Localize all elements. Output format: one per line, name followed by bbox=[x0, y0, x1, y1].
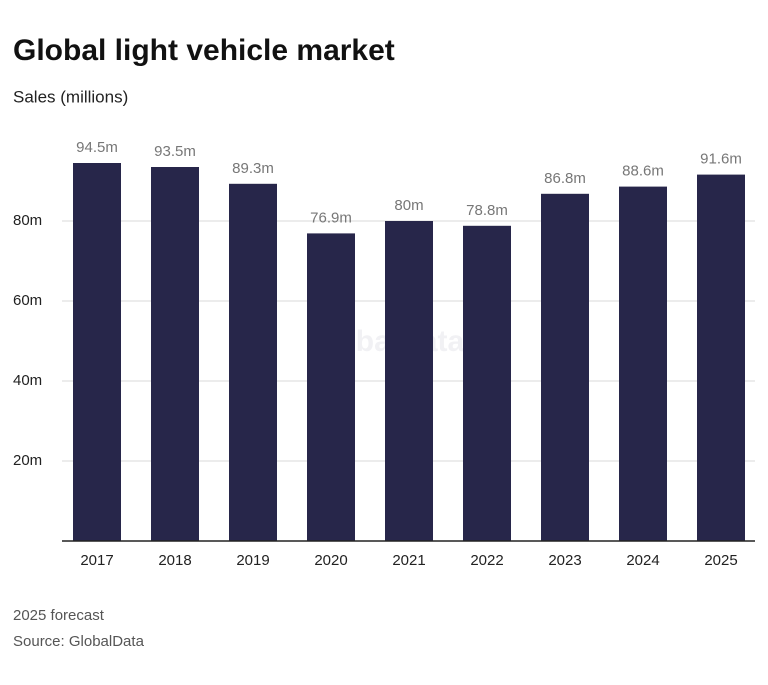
value-label: 89.3m bbox=[232, 160, 274, 177]
y-tick-label: 40m bbox=[13, 372, 42, 389]
value-label: 91.6m bbox=[700, 151, 742, 168]
bar bbox=[73, 163, 121, 541]
value-label: 80m bbox=[394, 197, 423, 214]
bar bbox=[385, 221, 433, 541]
x-tick-label: 2023 bbox=[548, 552, 581, 569]
bar bbox=[151, 167, 199, 541]
value-label: 88.6m bbox=[622, 163, 664, 180]
bar bbox=[697, 174, 745, 541]
x-tick-label: 2017 bbox=[80, 552, 113, 569]
y-tick-label: 20m bbox=[13, 452, 42, 469]
value-label: 86.8m bbox=[544, 170, 586, 187]
bar bbox=[619, 186, 667, 541]
bar bbox=[463, 225, 511, 542]
x-tick-label: 2019 bbox=[236, 552, 269, 569]
value-label: 76.9m bbox=[310, 209, 352, 226]
bar bbox=[229, 183, 277, 542]
value-label: 78.8m bbox=[466, 202, 508, 219]
footnote: 2025 forecast bbox=[13, 607, 105, 624]
x-tick-label: 2024 bbox=[626, 552, 659, 569]
y-tick-label: 80m bbox=[13, 212, 42, 229]
chart-subtitle: Sales (millions) bbox=[13, 87, 128, 106]
value-label: 94.5m bbox=[76, 139, 118, 156]
x-tick-label: 2020 bbox=[314, 552, 347, 569]
x-tick-label: 2025 bbox=[704, 552, 737, 569]
bar bbox=[307, 233, 355, 541]
value-label: 93.5m bbox=[154, 143, 196, 160]
x-tick-label: 2021 bbox=[392, 552, 425, 569]
y-tick-label: 60m bbox=[13, 292, 42, 309]
chart-title: Global light vehicle market bbox=[13, 34, 395, 67]
source-note: Source: GlobalData bbox=[13, 633, 145, 650]
bar bbox=[541, 193, 589, 542]
x-tick-label: 2022 bbox=[470, 552, 503, 569]
x-tick-label: 2018 bbox=[158, 552, 191, 569]
